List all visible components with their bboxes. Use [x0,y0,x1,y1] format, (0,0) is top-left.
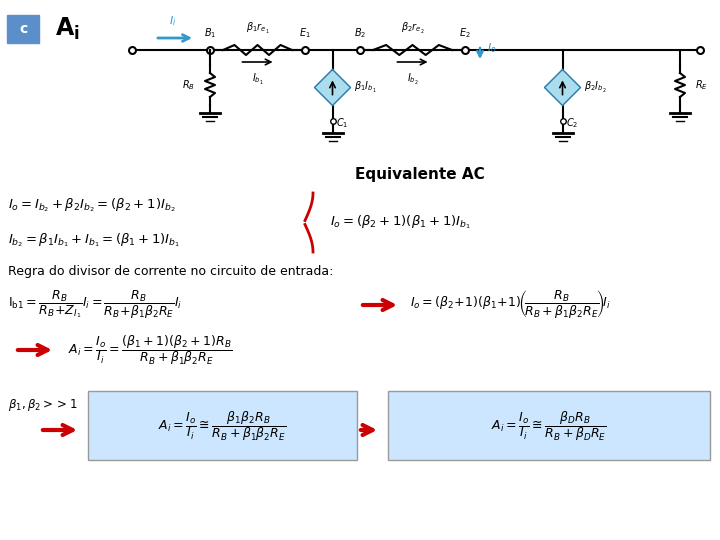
Text: $A_i = \dfrac{I_o}{I_i} \cong \dfrac{\beta_D R_B}{R_B + \beta_D R_E}$: $A_i = \dfrac{I_o}{I_i} \cong \dfrac{\be… [491,409,607,443]
Text: $C_1$: $C_1$ [336,116,349,130]
Polygon shape [315,70,351,105]
Text: $I_o = I_{b_2} + \beta_2 I_{b_2} = (\beta_2 + 1)I_{b_2}$: $I_o = I_{b_2} + \beta_2 I_{b_2} = (\bet… [8,196,176,214]
Text: $\beta_1 r_{e_1}$: $\beta_1 r_{e_1}$ [246,21,269,36]
Text: $A_i = \dfrac{I_o}{I_i} \cong \dfrac{\beta_1\beta_2 R_B}{R_B + \beta_1\beta_2 R_: $A_i = \dfrac{I_o}{I_i} \cong \dfrac{\be… [158,409,286,443]
Text: Equivalente AC: Equivalente AC [355,167,485,183]
Text: $E_1$: $E_1$ [299,26,311,40]
Text: $I_o$: $I_o$ [487,41,497,55]
Text: Regra do divisor de corrente no circuito de entrada:: Regra do divisor de corrente no circuito… [8,266,333,279]
Text: $I_i$: $I_i$ [169,14,176,28]
Text: $E_2$: $E_2$ [459,26,471,40]
Text: $I_{b_2}$: $I_{b_2}$ [407,72,418,87]
Text: $\mathrm{I_{b1}} = \dfrac{R_B}{R_B\!+\!Z_{I_1}}I_i = \dfrac{R_B}{R_B\!+\!\beta_1: $\mathrm{I_{b1}} = \dfrac{R_B}{R_B\!+\!Z… [8,289,182,321]
Text: $\beta_2 I_{b_2}$: $\beta_2 I_{b_2}$ [585,80,607,95]
Text: $I_{b_1}$: $I_{b_1}$ [251,72,264,87]
FancyBboxPatch shape [88,391,357,460]
Text: $\beta_1 I_{b_1}$: $\beta_1 I_{b_1}$ [354,80,377,95]
FancyBboxPatch shape [388,391,710,460]
Text: $A_i = \dfrac{I_o}{I_i} = \dfrac{(\beta_1 + 1)(\beta_2 + 1)R_B}{R_B + \beta_1\be: $A_i = \dfrac{I_o}{I_i} = \dfrac{(\beta_… [68,333,233,367]
Text: c: c [19,22,27,36]
Text: $R_B$: $R_B$ [182,78,195,92]
Text: $B_1$: $B_1$ [204,26,216,40]
Text: $\mathbf{A_i}$: $\mathbf{A_i}$ [55,16,80,42]
Text: $R_E$: $R_E$ [695,78,708,92]
Text: $\beta_2 r_{e_2}$: $\beta_2 r_{e_2}$ [401,21,424,36]
FancyBboxPatch shape [7,15,39,43]
Text: $C_2$: $C_2$ [567,116,579,130]
Polygon shape [544,70,580,105]
Text: $I_{b_2} = \beta_1 I_{b_1} + I_{b_1} = (\beta_1 + 1)I_{b_1}$: $I_{b_2} = \beta_1 I_{b_1} + I_{b_1} = (… [8,231,180,249]
Text: $I_o = (\beta_2\!+\!1)(\beta_1\!+\!1)\!\left(\!\dfrac{R_B}{R_B + \beta_1\beta_2 : $I_o = (\beta_2\!+\!1)(\beta_1\!+\!1)\!\… [410,289,611,321]
Text: $\beta_1, \beta_2 >> 1$: $\beta_1, \beta_2 >> 1$ [8,397,78,413]
Text: $B_2$: $B_2$ [354,26,366,40]
Text: $I_o = (\beta_2 + 1)(\beta_1 + 1)I_{b_1}$: $I_o = (\beta_2 + 1)(\beta_1 + 1)I_{b_1}… [330,214,471,231]
